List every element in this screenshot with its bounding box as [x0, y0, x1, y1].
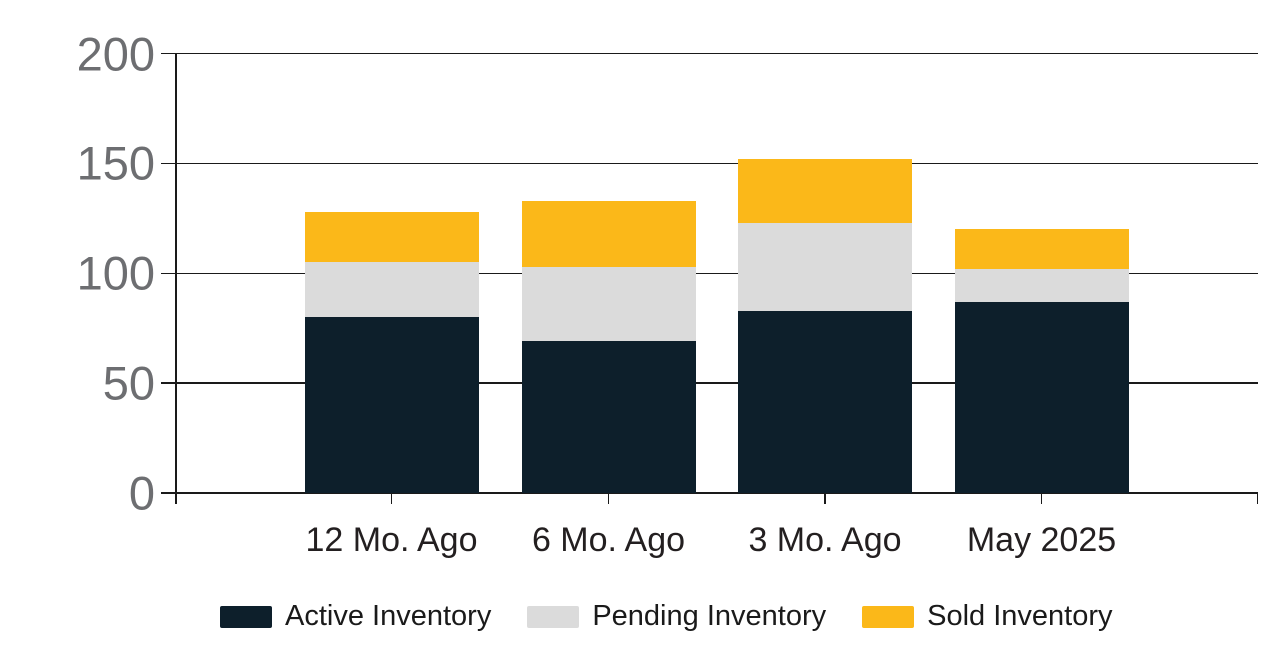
x-axis-right-tick [1256, 493, 1258, 504]
gridline-200 [176, 52, 1258, 55]
bar-6-mo-ago-active-inventory [521, 341, 696, 493]
bar-12-mo-ago-active-inventory [304, 317, 479, 493]
gridline-0 [176, 492, 1258, 494]
y-axis-label-100: 100 [76, 246, 155, 300]
y-axis-label-200: 200 [76, 27, 155, 80]
bar-may-2025-sold-inventory [954, 229, 1129, 269]
legend-label-active-inventory: Active Inventory [285, 600, 492, 632]
y-axis-label-0: 0 [128, 466, 155, 520]
gridline-150 [176, 162, 1258, 165]
legend-label-sold-inventory: Sold Inventory [927, 600, 1113, 632]
legend-label-pending-inventory: Pending Inventory [592, 600, 827, 632]
y-tick-50 [161, 382, 176, 384]
bar-6-mo-ago-sold-inventory [521, 200, 696, 267]
bar-3-mo-ago-sold-inventory [738, 158, 912, 223]
y-tick-100 [161, 272, 176, 274]
y-tick-0 [161, 492, 176, 494]
legend-swatch-active-inventory [220, 605, 272, 628]
legend-item-sold-inventory: Sold Inventory [862, 600, 1113, 632]
gridline-100 [176, 272, 1258, 274]
gridline-50 [176, 382, 1258, 384]
bar-12-mo-ago-pending-inventory [304, 262, 479, 318]
y-tick-150 [161, 162, 176, 165]
bar-12-mo-ago-sold-inventory [304, 211, 479, 263]
chart-legend: Active Inventory Pending Inventory Sold In… [220, 602, 1113, 631]
x-axis-label-may-2025: May 2025 [966, 521, 1117, 559]
bar-may-2025-pending-inventory [954, 268, 1129, 302]
bar-may-2025-active-inventory [954, 301, 1129, 493]
y-axis-label-50: 50 [102, 356, 155, 410]
legend-item-active-inventory: Active Inventory [220, 602, 491, 631]
legend-swatch-sold-inventory [862, 605, 915, 628]
y-tick-200 [161, 52, 176, 55]
bar-6-mo-ago-pending-inventory [521, 266, 696, 342]
x-axis-label-3-mo-ago: 3 Mo. Ago [748, 521, 902, 559]
x-tick-may-2025 [1040, 493, 1043, 504]
y-axis-label-150: 150 [76, 136, 155, 190]
x-tick-3-mo-ago [824, 493, 826, 504]
legend-item-pending-inventory: Pending Inventory [527, 602, 826, 631]
x-axis-label-12-mo-ago: 12 Mo. Ago [305, 521, 478, 559]
y-axis-line [175, 53, 177, 504]
legend-swatch-pending-inventory [527, 605, 580, 628]
bar-3-mo-ago-active-inventory [738, 310, 912, 493]
x-tick-12-mo-ago [390, 493, 393, 504]
bar-3-mo-ago-pending-inventory [738, 222, 912, 311]
x-axis-label-6-mo-ago: 6 Mo. Ago [531, 521, 686, 559]
x-tick-6-mo-ago [607, 493, 610, 504]
